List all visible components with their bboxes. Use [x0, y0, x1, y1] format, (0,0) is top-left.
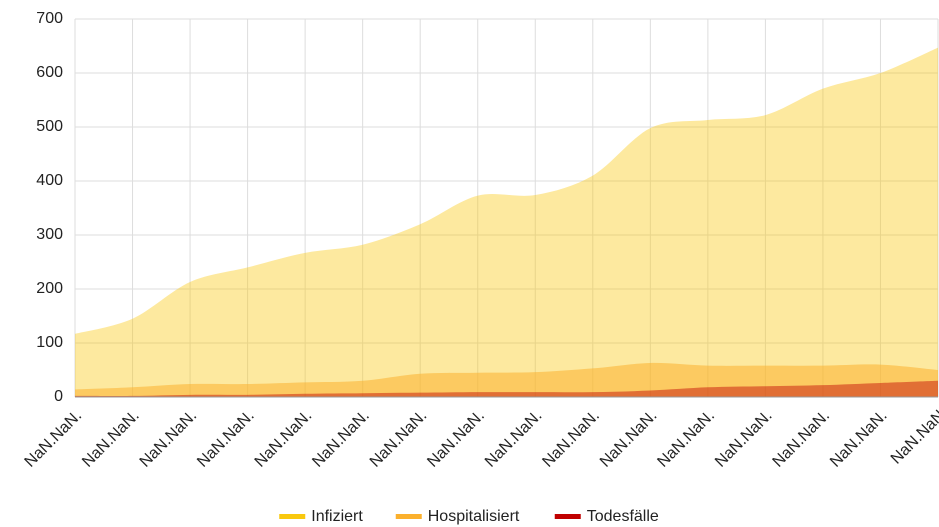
y-tick-label: 500	[36, 118, 63, 135]
x-tick-label: NaN.NaN.	[424, 407, 488, 471]
y-tick-label: 600	[36, 64, 63, 81]
x-tick-label: NaN.NaN.	[137, 407, 201, 471]
x-tick-label: NaN.NaN.	[712, 407, 776, 471]
legend-label: Infiziert	[311, 508, 363, 525]
legend: Infiziert Hospitalisiert Todesfälle	[279, 508, 659, 525]
legend-swatch	[554, 514, 581, 519]
x-tick-label: NaN.NaN.	[539, 407, 603, 471]
x-tick-label: NaN.NaN.	[367, 407, 431, 471]
x-tick-label: NaN.NaN	[888, 407, 939, 467]
legend-label: Todesfälle	[587, 508, 659, 525]
legend-label: Hospitalisiert	[428, 508, 520, 525]
y-tick-label: 0	[54, 388, 63, 405]
area	[75, 47, 938, 398]
legend-swatch	[279, 514, 306, 519]
x-tick-label: NaN.NaN.	[827, 407, 891, 471]
x-tick-label: NaN.NaN.	[654, 407, 718, 471]
y-tick-label: 700	[36, 10, 63, 27]
area	[75, 380, 938, 397]
x-tick-label: NaN.NaN.	[482, 407, 546, 471]
area	[75, 362, 938, 397]
x-tick-label: NaN.NaN.	[194, 407, 258, 471]
legend-swatch	[395, 514, 422, 519]
y-tick-label: 400	[36, 172, 63, 189]
y-tick-label: 100	[36, 334, 63, 351]
x-tick-label: NaN.NaN.	[22, 407, 86, 471]
y-tick-label: 300	[36, 226, 63, 243]
x-tick-label: NaN.NaN.	[309, 407, 373, 471]
x-tick-label: NaN.NaN.	[79, 407, 143, 471]
x-tick-label: NaN.NaN.	[252, 407, 316, 471]
x-tick-label: NaN.NaN.	[597, 407, 661, 471]
x-tick-label: NaN.NaN.	[770, 407, 834, 471]
y-tick-label: 200	[36, 280, 63, 297]
